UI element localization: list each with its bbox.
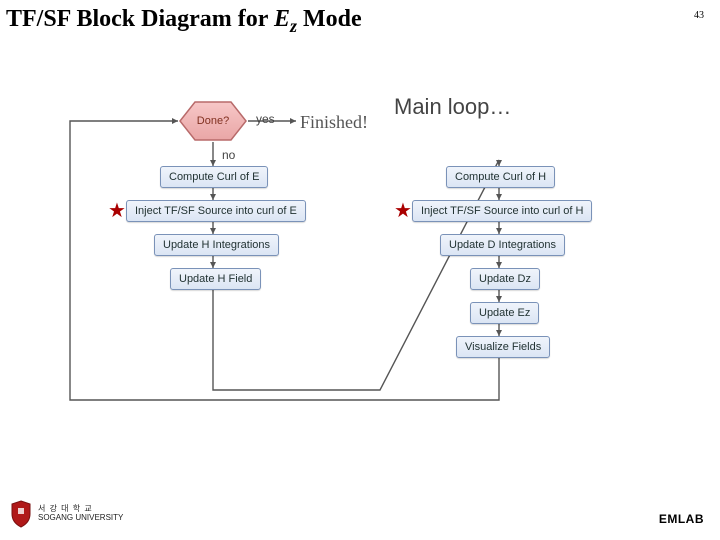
step-l2: Inject TF/SF Source into curl of E [126, 200, 306, 222]
step-r1: Compute Curl of H [446, 166, 555, 188]
step-l1: Compute Curl of E [160, 166, 268, 188]
mainloop-label: Main loop… [394, 94, 511, 120]
emlab-label: EMLAB [659, 512, 704, 526]
step-r3: Update D Integrations [440, 234, 565, 256]
flowchart-edges [0, 0, 720, 540]
shield-icon [10, 500, 32, 528]
step-r6: Visualize Fields [456, 336, 550, 358]
decision-done: Done? [178, 100, 248, 142]
star-right: ★ [394, 198, 412, 223]
step-r4: Update Dz [470, 268, 540, 290]
step-l4: Update H Field [170, 268, 261, 290]
step-r2: Inject TF/SF Source into curl of H [412, 200, 592, 222]
finished-label: Finished! [300, 112, 368, 133]
university-text: 서 강 대 학 교 SOGANG UNIVERSITY [38, 505, 123, 523]
step-l3: Update H Integrations [154, 234, 279, 256]
univ-en: SOGANG UNIVERSITY [38, 514, 123, 523]
star-left: ★ [108, 198, 126, 223]
footer-logo: 서 강 대 학 교 SOGANG UNIVERSITY [10, 500, 123, 528]
step-r5: Update Ez [470, 302, 539, 324]
yes-label: yes [256, 112, 275, 126]
no-label: no [222, 148, 235, 162]
